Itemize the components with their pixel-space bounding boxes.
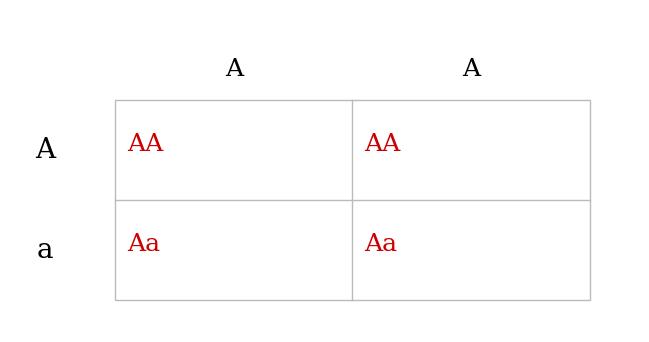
Text: AA: AA bbox=[364, 133, 400, 157]
Text: A: A bbox=[462, 58, 480, 81]
Text: AA: AA bbox=[127, 133, 163, 157]
Text: A: A bbox=[225, 58, 243, 81]
Text: Aa: Aa bbox=[127, 234, 160, 256]
Text: Aa: Aa bbox=[364, 234, 397, 256]
Text: a: a bbox=[37, 237, 53, 263]
Text: A: A bbox=[35, 136, 55, 163]
